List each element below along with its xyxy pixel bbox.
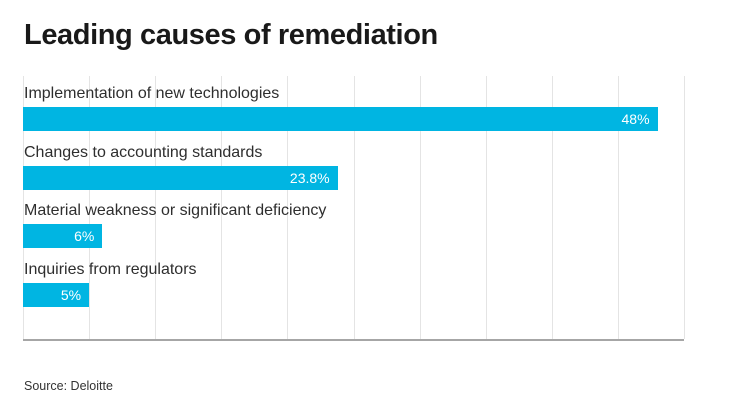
bar-row: Material weakness or significant deficie… xyxy=(23,201,684,260)
plot-area: Implementation of new technologies 48% Cha… xyxy=(23,76,685,341)
gridline xyxy=(617,76,619,339)
gridline xyxy=(485,76,487,339)
bar: 5% xyxy=(23,282,90,307)
bar: 48% xyxy=(23,107,658,131)
bar-row: Changes to accounting standards 23.8% xyxy=(23,143,684,202)
gridline xyxy=(23,76,24,339)
gridline xyxy=(419,76,421,339)
gridline xyxy=(155,76,157,339)
bar-row: Implementation of new technologies 48% xyxy=(23,84,684,143)
gridline xyxy=(221,76,223,339)
gridline xyxy=(684,76,685,339)
gridline xyxy=(551,76,553,339)
bar: 6% xyxy=(23,224,103,249)
bar-category-label: Material weakness or significant deficie… xyxy=(24,202,327,220)
bar-value-label: 23.8% xyxy=(289,169,330,186)
bar: 23.8% xyxy=(23,165,338,190)
source-note: Source: Deloitte xyxy=(24,379,113,393)
gridline xyxy=(287,76,289,339)
bar-row: Inquiries from regulators 5% xyxy=(23,260,684,319)
gridline xyxy=(353,76,355,339)
bar-category-label: Implementation of new technologies xyxy=(24,85,280,102)
bar-value-label: 5% xyxy=(60,286,82,303)
chart-title: Leading causes of remediation xyxy=(24,19,438,51)
bar-value-label: 48% xyxy=(621,111,650,127)
bar-category-label: Changes to accounting standards xyxy=(24,143,263,161)
gridline xyxy=(89,76,91,339)
bar-value-label: 6% xyxy=(74,228,95,245)
bar-rows: Implementation of new technologies 48% Cha… xyxy=(23,84,684,318)
bar-category-label: Inquiries from regulators xyxy=(24,260,197,278)
